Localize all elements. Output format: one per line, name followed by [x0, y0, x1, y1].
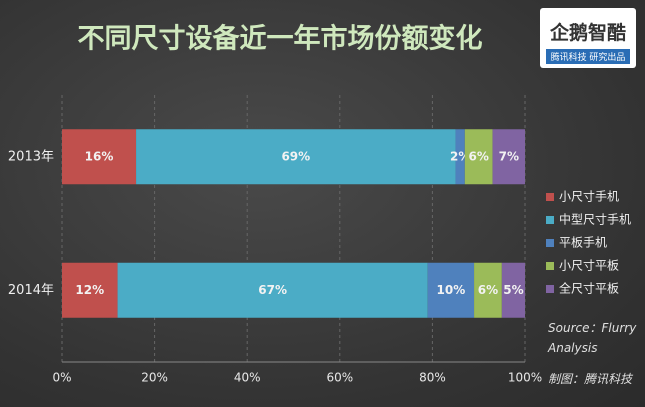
- legend-label: 小尺寸平板: [559, 259, 619, 273]
- legend-label: 中型尺寸手机: [559, 212, 631, 227]
- bar-segment: [492, 129, 525, 185]
- chart-title: 不同尺寸设备近一年市场份额变化: [78, 23, 483, 55]
- y-tick-label: 2013年: [8, 149, 54, 164]
- legend-swatch: [546, 193, 554, 201]
- value-label: 16%: [85, 149, 114, 163]
- value-label: 6%: [469, 149, 489, 163]
- bar-segment: [117, 262, 428, 318]
- bar-segment: [136, 129, 456, 185]
- bar-segment: [501, 262, 525, 318]
- legend-swatch: [546, 285, 554, 293]
- bar-segment: [455, 129, 465, 185]
- bar-segment: [474, 262, 502, 318]
- legend-swatch: [546, 262, 554, 270]
- credit-note: 制图：腾讯科技: [548, 372, 633, 386]
- y-tick-label: 2014年: [8, 283, 54, 298]
- value-label: 5%: [503, 283, 523, 297]
- bar-segment: [62, 262, 118, 318]
- legend-label: 平板手机: [559, 236, 607, 250]
- legend-label: 小尺寸手机: [559, 190, 619, 204]
- legend-label: 全尺寸平板: [559, 281, 619, 296]
- value-label: 12%: [75, 283, 104, 297]
- value-label: 7%: [499, 149, 519, 163]
- value-label: 6%: [478, 283, 498, 297]
- logo-subtitle: 腾讯科技 研究出品: [546, 49, 630, 64]
- value-label: 67%: [258, 283, 287, 297]
- bar-segment: [464, 129, 493, 185]
- logo-title: 企鹅智酷: [549, 22, 626, 44]
- x-tick-label: 100%: [508, 371, 542, 385]
- value-label: 69%: [281, 149, 310, 163]
- x-tick-label: 20%: [141, 371, 168, 385]
- bar-segment: [62, 129, 137, 185]
- value-label: 10%: [437, 283, 466, 297]
- source-note: Source：Flurry Analysis: [548, 321, 637, 355]
- bar-segment: [427, 262, 475, 318]
- x-tick-label: 40%: [234, 371, 261, 385]
- x-tick-label: 0%: [52, 371, 71, 385]
- legend-swatch: [546, 216, 554, 224]
- logo: 企鹅智酷 腾讯科技 研究出品: [540, 8, 636, 68]
- x-tick-label: 60%: [326, 371, 353, 385]
- x-tick-label: 80%: [419, 371, 446, 385]
- legend-swatch: [546, 239, 554, 247]
